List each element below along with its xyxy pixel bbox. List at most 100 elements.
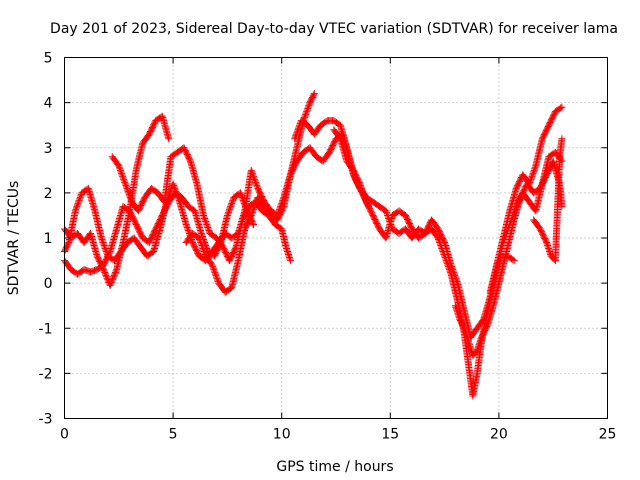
data-point [102, 248, 110, 256]
data-point [248, 168, 256, 176]
data-point [250, 204, 258, 212]
data-point [449, 267, 457, 275]
satellite-track-8 [451, 157, 566, 359]
data-point [75, 196, 83, 204]
data-point [253, 183, 261, 191]
data-point [238, 193, 246, 201]
data-point [115, 163, 123, 171]
data-point [293, 127, 301, 135]
data-point [115, 162, 123, 170]
chart-title: Day 201 of 2023, Sidereal Day-to-day VTE… [50, 21, 618, 37]
x-tick-label: 5 [169, 427, 178, 443]
data-point [202, 219, 210, 227]
data-point [100, 242, 108, 250]
data-point [310, 91, 318, 99]
x-tick-label: 25 [599, 427, 617, 443]
data-point [203, 220, 211, 228]
data-point [116, 165, 124, 173]
data-point [197, 240, 205, 248]
data-point [211, 269, 219, 277]
data-point [358, 186, 366, 194]
data-point [360, 190, 368, 198]
data-point [125, 190, 133, 198]
data-point [198, 242, 206, 250]
data-point [169, 180, 177, 188]
data-point [198, 243, 206, 251]
y-tick-label: 1 [44, 231, 53, 247]
y-tick-label: -2 [39, 366, 53, 382]
data-point [453, 276, 461, 284]
data-point [110, 271, 118, 279]
data-point [440, 237, 448, 245]
x-tick-label: 15 [381, 427, 399, 443]
data-point [252, 180, 260, 188]
data-point [205, 226, 213, 234]
data-point [276, 204, 284, 212]
data-point [301, 112, 309, 120]
data-point [531, 163, 539, 171]
data-point [76, 195, 84, 203]
data-point [509, 256, 517, 264]
data-point [227, 201, 235, 209]
data-point [276, 205, 284, 213]
data-point [251, 202, 259, 210]
data-point [196, 237, 204, 245]
data-point [123, 186, 131, 194]
satellite-track-9 [486, 103, 566, 296]
data-point [195, 234, 203, 242]
data-point [107, 279, 115, 287]
data-point [99, 239, 107, 247]
data-point [293, 129, 301, 137]
data-point [103, 274, 111, 282]
data-point [108, 277, 116, 285]
data-point [250, 174, 258, 182]
data-point [73, 202, 81, 210]
data-point [227, 202, 235, 210]
data-point [107, 280, 115, 288]
data-point [120, 175, 128, 183]
data-point [98, 236, 106, 244]
data-point [251, 201, 259, 209]
data-point [531, 165, 539, 173]
data-point [75, 198, 83, 206]
data-point [359, 187, 367, 195]
data-point [102, 246, 110, 254]
x-tick-label: 10 [273, 427, 291, 443]
axis-ticks: 0 5 10 15 20 25 -3 -2 -1 0 1 2 3 4 5 [39, 51, 617, 443]
data-point [383, 210, 391, 218]
data-point [275, 207, 283, 215]
data-point [251, 177, 259, 185]
data-point [112, 267, 120, 275]
data-point [106, 281, 114, 289]
data-point [173, 190, 181, 198]
data-point [355, 178, 363, 186]
data-point [450, 269, 458, 277]
data-point [448, 263, 456, 271]
data-point [357, 183, 365, 191]
data-point [118, 171, 126, 179]
data-point [183, 223, 191, 231]
y-tick-label: 0 [44, 276, 53, 292]
data-point [203, 222, 211, 230]
data-point [103, 273, 111, 281]
data-point [223, 211, 231, 219]
data-point [247, 213, 255, 221]
data-point [120, 177, 128, 185]
data-point [286, 257, 294, 265]
data-point [196, 236, 204, 244]
data-point [165, 135, 173, 143]
data-point [301, 114, 309, 122]
data-point [249, 207, 257, 215]
data-point [209, 264, 217, 272]
data-point [201, 214, 209, 222]
data-point [302, 109, 310, 117]
data-point [291, 133, 299, 141]
satellite-track-10 [530, 135, 566, 265]
data-point [361, 193, 369, 201]
data-point [183, 222, 191, 230]
data-point [123, 184, 131, 192]
y-axis-label: SDTVAR / TECUs [6, 181, 22, 296]
data-point [172, 187, 180, 195]
data-point [77, 192, 85, 200]
data-point [212, 272, 220, 280]
